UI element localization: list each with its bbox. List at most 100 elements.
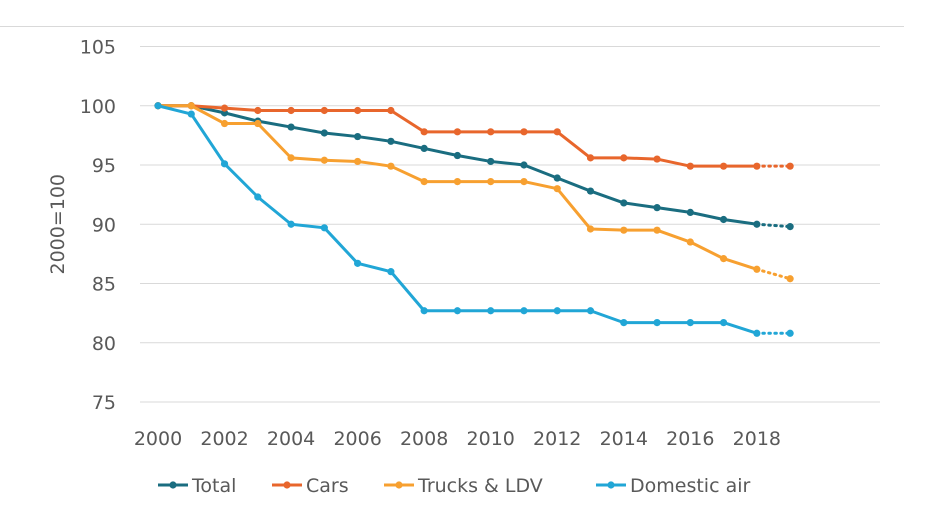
data-point bbox=[420, 177, 428, 186]
x-tick-label: 2012 bbox=[533, 428, 581, 450]
data-point bbox=[220, 160, 229, 168]
data-point bbox=[553, 185, 561, 193]
x-tick-label: 2018 bbox=[733, 428, 781, 450]
data-point bbox=[354, 157, 362, 166]
data-point bbox=[553, 174, 561, 182]
data-point bbox=[553, 128, 561, 136]
data-point bbox=[487, 128, 495, 136]
data-point bbox=[786, 275, 794, 283]
y-tick-label: 100 bbox=[80, 96, 116, 118]
data-point bbox=[387, 137, 395, 145]
data-point bbox=[220, 104, 229, 112]
data-point bbox=[719, 162, 728, 170]
data-point bbox=[320, 156, 328, 164]
data-point bbox=[520, 177, 528, 186]
data-point bbox=[287, 123, 295, 131]
data-point bbox=[354, 132, 362, 141]
data-point bbox=[420, 307, 428, 315]
data-point bbox=[620, 199, 628, 207]
data-point bbox=[653, 204, 661, 212]
y-tick-label: 75 bbox=[92, 392, 116, 414]
top-divider bbox=[0, 26, 904, 27]
data-point bbox=[320, 129, 328, 137]
data-point bbox=[187, 102, 195, 110]
legend-swatch-marker bbox=[395, 481, 403, 489]
legend-label: Domestic air bbox=[630, 475, 750, 497]
series-projection-line bbox=[755, 222, 792, 229]
data-point bbox=[620, 319, 628, 327]
series-projection-line bbox=[755, 267, 792, 281]
data-point bbox=[520, 161, 528, 169]
x-tick-label: 2016 bbox=[666, 428, 714, 450]
data-point bbox=[387, 106, 395, 115]
data-point bbox=[354, 106, 362, 115]
x-tick-label: 2006 bbox=[333, 428, 381, 450]
data-point bbox=[520, 307, 528, 315]
data-point bbox=[420, 144, 428, 153]
data-point bbox=[453, 177, 462, 186]
data-point bbox=[686, 238, 694, 246]
data-point bbox=[753, 220, 761, 228]
data-point bbox=[786, 329, 794, 337]
data-point bbox=[154, 102, 162, 110]
legend-swatch-marker bbox=[169, 481, 177, 489]
data-point bbox=[320, 106, 328, 115]
data-point bbox=[686, 208, 694, 216]
data-point bbox=[719, 319, 728, 327]
legend-item: Cars bbox=[272, 475, 349, 497]
y-tick-label: 95 bbox=[92, 155, 116, 177]
data-point bbox=[287, 154, 295, 162]
data-point bbox=[487, 177, 495, 186]
legend-item: Domestic air bbox=[596, 475, 750, 497]
data-point bbox=[287, 220, 295, 228]
x-tick-label: 2014 bbox=[600, 428, 648, 450]
data-point bbox=[320, 224, 328, 232]
data-point bbox=[719, 215, 728, 224]
data-point bbox=[487, 307, 495, 315]
x-tick-label: 2008 bbox=[400, 428, 448, 450]
x-tick-label: 2000 bbox=[134, 428, 182, 450]
data-point bbox=[686, 162, 694, 170]
data-point bbox=[254, 119, 262, 128]
data-point bbox=[653, 226, 661, 234]
x-tick-label: 2004 bbox=[267, 428, 315, 450]
y-tick-label: 105 bbox=[80, 37, 116, 59]
data-point bbox=[254, 193, 262, 201]
y-tick-label: 80 bbox=[92, 333, 116, 355]
data-point bbox=[520, 128, 528, 136]
data-point bbox=[620, 226, 628, 234]
x-tick-label: 2010 bbox=[467, 428, 515, 450]
legend-label: Trucks & LDV bbox=[417, 475, 543, 497]
data-point bbox=[453, 128, 462, 136]
data-point bbox=[786, 223, 794, 231]
data-point bbox=[453, 307, 462, 315]
data-point bbox=[487, 157, 495, 166]
y-axis-title: 2000=100 bbox=[47, 174, 69, 275]
series-line bbox=[157, 104, 758, 335]
legend-swatch-marker bbox=[283, 481, 291, 489]
data-point bbox=[586, 307, 595, 315]
data-point bbox=[586, 225, 595, 233]
data-point bbox=[220, 119, 229, 128]
series-trucks-ldv bbox=[154, 102, 794, 283]
data-point bbox=[753, 329, 761, 337]
data-point bbox=[420, 128, 428, 136]
y-tick-label: 85 bbox=[92, 274, 116, 296]
data-point bbox=[653, 319, 661, 327]
data-point bbox=[387, 268, 395, 276]
data-point bbox=[586, 187, 595, 195]
data-point bbox=[354, 259, 362, 267]
data-point bbox=[686, 319, 694, 327]
y-tick-label: 90 bbox=[92, 214, 116, 236]
legend-label: Cars bbox=[306, 475, 349, 497]
data-point bbox=[387, 162, 395, 170]
data-point bbox=[753, 265, 761, 273]
series-domestic-air bbox=[154, 102, 794, 337]
data-point bbox=[553, 307, 561, 315]
legend-item: Trucks & LDV bbox=[384, 475, 543, 497]
x-tick-label: 2002 bbox=[200, 428, 248, 450]
legend-swatch-marker bbox=[607, 481, 615, 489]
data-point bbox=[620, 154, 628, 162]
legend-item: Total bbox=[158, 475, 236, 497]
